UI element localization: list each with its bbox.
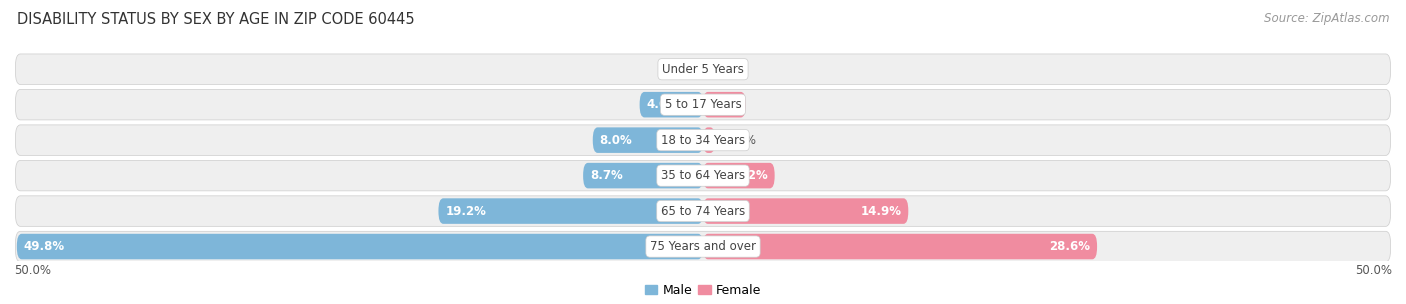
FancyBboxPatch shape	[15, 231, 1391, 262]
Text: 65 to 74 Years: 65 to 74 Years	[661, 205, 745, 218]
Text: 18 to 34 Years: 18 to 34 Years	[661, 134, 745, 147]
Text: 5 to 17 Years: 5 to 17 Years	[665, 98, 741, 111]
Text: 5.2%: 5.2%	[735, 169, 768, 182]
Text: 4.6%: 4.6%	[647, 98, 679, 111]
FancyBboxPatch shape	[15, 89, 1391, 120]
Text: 19.2%: 19.2%	[446, 205, 486, 218]
Text: 49.8%: 49.8%	[24, 240, 65, 253]
Text: 50.0%: 50.0%	[14, 264, 51, 277]
Text: 3.1%: 3.1%	[706, 98, 738, 111]
FancyBboxPatch shape	[703, 234, 1097, 259]
Text: 8.0%: 8.0%	[599, 134, 633, 147]
Text: 0.88%: 0.88%	[720, 134, 756, 147]
Legend: Male, Female: Male, Female	[640, 279, 766, 302]
FancyBboxPatch shape	[640, 92, 703, 117]
Text: 35 to 64 Years: 35 to 64 Years	[661, 169, 745, 182]
Text: 28.6%: 28.6%	[1049, 240, 1090, 253]
FancyBboxPatch shape	[703, 198, 908, 224]
FancyBboxPatch shape	[703, 127, 716, 153]
Text: 0.0%: 0.0%	[669, 63, 699, 76]
Text: 8.7%: 8.7%	[591, 169, 623, 182]
FancyBboxPatch shape	[15, 161, 1391, 191]
FancyBboxPatch shape	[703, 92, 745, 117]
Text: 75 Years and over: 75 Years and over	[650, 240, 756, 253]
Text: DISABILITY STATUS BY SEX BY AGE IN ZIP CODE 60445: DISABILITY STATUS BY SEX BY AGE IN ZIP C…	[17, 12, 415, 27]
FancyBboxPatch shape	[439, 198, 703, 224]
FancyBboxPatch shape	[15, 196, 1391, 226]
Text: Source: ZipAtlas.com: Source: ZipAtlas.com	[1264, 12, 1389, 25]
FancyBboxPatch shape	[583, 163, 703, 188]
FancyBboxPatch shape	[15, 125, 1391, 155]
Text: Under 5 Years: Under 5 Years	[662, 63, 744, 76]
FancyBboxPatch shape	[703, 163, 775, 188]
Text: 50.0%: 50.0%	[1355, 264, 1392, 277]
FancyBboxPatch shape	[17, 234, 703, 259]
FancyBboxPatch shape	[593, 127, 703, 153]
FancyBboxPatch shape	[15, 54, 1391, 85]
Text: 0.0%: 0.0%	[707, 63, 737, 76]
Text: 14.9%: 14.9%	[860, 205, 901, 218]
